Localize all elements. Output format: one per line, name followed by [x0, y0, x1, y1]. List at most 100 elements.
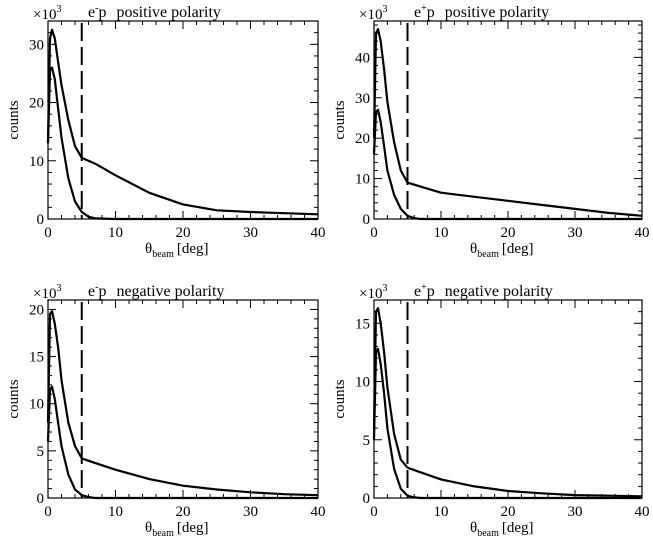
x-axis-label: θbeam [deg]	[145, 241, 209, 260]
y-tick-label: 10	[355, 375, 370, 391]
x-label-subscript: beam	[152, 249, 174, 260]
x-tick-label: 40	[635, 225, 650, 241]
title-beam: e	[414, 4, 421, 21]
y-multiplier: ×103	[359, 4, 387, 23]
title-beam: e	[88, 4, 95, 21]
x-tick-label: 0	[370, 225, 378, 241]
y-tick-label: 20	[29, 96, 44, 112]
x-tick-label: 20	[501, 504, 516, 520]
series-line-1	[372, 307, 643, 498]
x-tick-label: 40	[311, 225, 326, 241]
y-tick-label: 5	[363, 433, 371, 449]
series-line-1	[372, 28, 643, 217]
y-tick-label: 0	[363, 212, 371, 228]
y-tick-label: 40	[355, 50, 370, 66]
y-multiplier: ×103	[33, 283, 61, 302]
title-charge: +	[421, 282, 427, 293]
x-label-symbol: θ	[145, 520, 152, 536]
x-axis-label: θbeam [deg]	[470, 520, 534, 538]
y-multiplier-exponent: 3	[382, 283, 387, 294]
y-tick-label: 10	[29, 154, 44, 170]
y-multiplier-exponent: 3	[56, 283, 61, 294]
y-multiplier-base: ×10	[33, 7, 56, 23]
x-label-unit: [deg]	[177, 241, 209, 257]
x-tick-label: 30	[568, 504, 583, 520]
chart-panel-4: 0 10 20 30 40 0 5 10 15 ×103 e+p negative polarity c…	[332, 282, 650, 538]
y-multiplier: ×103	[33, 4, 61, 23]
y-tick-label: 10	[355, 172, 370, 188]
y-axis-label: counts	[6, 100, 22, 139]
x-tick-label: 0	[44, 225, 52, 241]
x-tick-label: 20	[176, 225, 191, 241]
y-multiplier-base: ×10	[33, 286, 56, 302]
chart-panel-2: 0 10 20 30 40 0 10 20 30 40 ×103 e+p positive polari…	[332, 3, 650, 260]
x-tick-label: 0	[370, 504, 378, 520]
plot-frame	[47, 299, 319, 499]
panel-title: e-p negative polarity	[88, 282, 224, 300]
x-tick-label: 20	[176, 504, 191, 520]
x-label-symbol: θ	[470, 520, 477, 536]
x-label-subscript: beam	[477, 528, 499, 538]
x-tick-label: 30	[243, 225, 258, 241]
x-tick-label: 30	[243, 504, 258, 520]
title-target: p	[98, 4, 106, 21]
y-multiplier-base: ×10	[359, 286, 382, 302]
title-beam: e	[414, 283, 421, 300]
x-tick-label: 20	[501, 225, 516, 241]
y-tick-label: 30	[355, 91, 370, 107]
y-axis-label: counts	[332, 379, 348, 418]
title-polarity: positive polarity	[116, 4, 220, 21]
y-tick-label: 0	[37, 491, 45, 507]
y-tick-label: 15	[29, 350, 44, 366]
y-tick-label: 0	[363, 491, 371, 507]
x-label-unit: [deg]	[177, 520, 209, 536]
x-label-subscript: beam	[152, 528, 174, 538]
x-label-unit: [deg]	[502, 241, 534, 257]
series-line-2	[46, 66, 318, 221]
y-tick-label: 0	[37, 212, 45, 228]
title-target: p	[427, 4, 435, 21]
y-tick-label: 5	[37, 444, 45, 460]
x-label-subscript: beam	[477, 249, 499, 260]
title-target: p	[98, 283, 106, 300]
title-charge: -	[95, 3, 98, 14]
x-label-unit: [deg]	[502, 520, 534, 536]
title-charge: -	[95, 282, 98, 293]
title-target: p	[427, 283, 435, 300]
y-axis-label: counts	[332, 100, 348, 139]
y-tick-label: 30	[29, 37, 44, 53]
x-tick-label: 40	[635, 504, 650, 520]
series-line-2	[372, 108, 642, 221]
y-tick-label: 20	[29, 302, 44, 318]
x-axis-label: θbeam [deg]	[470, 241, 534, 260]
y-tick-label: 20	[355, 131, 370, 147]
title-beam: e	[88, 283, 95, 300]
title-polarity: negative polarity	[445, 283, 553, 300]
plot-frame	[47, 20, 319, 220]
panel-title: e+p positive polarity	[414, 3, 549, 21]
title-polarity: negative polarity	[116, 283, 224, 300]
x-tick-label: 10	[434, 504, 449, 520]
plot-frame	[373, 299, 643, 499]
series-line-2	[46, 385, 318, 500]
title-polarity: positive polarity	[445, 4, 549, 21]
x-tick-label: 30	[568, 225, 583, 241]
y-tick-label: 10	[29, 397, 44, 413]
x-label-symbol: θ	[145, 241, 152, 257]
series-line-1	[46, 310, 319, 497]
y-multiplier-base: ×10	[359, 7, 382, 23]
panel-title: e-p positive polarity	[88, 3, 221, 21]
y-axis-label: counts	[6, 379, 22, 418]
y-multiplier-exponent: 3	[382, 4, 387, 15]
x-label-symbol: θ	[470, 241, 477, 257]
x-tick-label: 10	[108, 504, 123, 520]
plot-frame	[373, 20, 643, 220]
x-tick-label: 0	[44, 504, 52, 520]
x-tick-label: 10	[434, 225, 449, 241]
y-multiplier: ×103	[359, 283, 387, 302]
chart-panel-1: 0 10 20 30 40 0 10 20 30 ×103 e-p positive polarity…	[6, 3, 326, 260]
x-tick-label: 40	[311, 504, 326, 520]
x-tick-label: 10	[108, 225, 123, 241]
